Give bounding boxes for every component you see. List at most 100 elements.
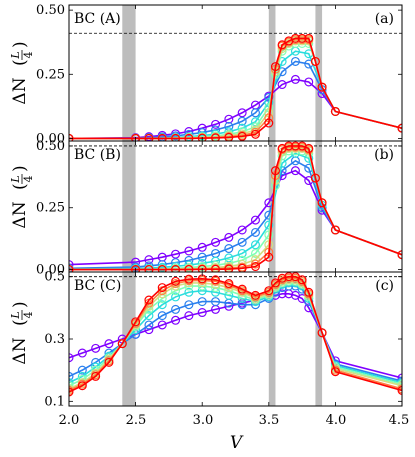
data-point: [157, 133, 167, 141]
data-point: [211, 275, 221, 285]
shaded-band: [315, 272, 323, 406]
data-point: [330, 367, 340, 377]
data-point: [237, 284, 247, 294]
series-line: [69, 275, 402, 393]
svg-text:ΔN: ΔN: [10, 201, 30, 228]
data-point: [184, 127, 194, 137]
data-point: [69, 378, 74, 388]
data-point: [250, 227, 260, 237]
data-point: [270, 166, 280, 176]
data-point: [277, 40, 287, 50]
data-point: [171, 304, 181, 314]
y-tick-label: 0.00: [36, 263, 65, 278]
svg-text:4: 4: [22, 312, 35, 319]
panel-a: 0.00 0.25 0.50 BC (A) (a): [36, 3, 403, 146]
data-point: [284, 272, 294, 282]
data-point: [197, 297, 207, 307]
data-point: [224, 264, 234, 272]
x-tick-label: 2.0: [59, 413, 80, 428]
data-point: [277, 80, 287, 90]
data-point: [330, 106, 340, 116]
panels-layer: 0.00 0.25 0.50 BC (A) (a) 0.00 0.25 0.50 BC (B) (…: [36, 3, 403, 409]
data-point: [184, 133, 194, 141]
data-point: [211, 119, 221, 129]
series-line: [69, 285, 402, 382]
data-point: [77, 365, 87, 375]
data-point: [144, 255, 154, 265]
data-point: [250, 215, 260, 225]
data-point: [211, 237, 221, 247]
data-point: [310, 173, 320, 183]
svg-text:4: 4: [22, 52, 35, 59]
data-point: [317, 82, 327, 92]
data-point: [250, 108, 260, 118]
data-point: [211, 264, 221, 272]
svg-text:(: (: [10, 183, 30, 190]
data-point: [330, 225, 340, 235]
data-point: [270, 278, 280, 288]
x-tick-labels: 2.0 2.5 3.0 3.5 4.0 4.5: [59, 413, 410, 428]
svg-text:L: L: [9, 311, 22, 319]
svg-text:L: L: [9, 51, 22, 59]
data-point: [224, 132, 234, 141]
data-point: [69, 381, 74, 391]
series-line: [69, 146, 402, 271]
data-point: [171, 249, 181, 259]
data-point: [297, 33, 307, 43]
data-point: [277, 289, 287, 299]
data-point: [237, 116, 247, 126]
svg-text:(: (: [10, 59, 30, 66]
data-point: [224, 279, 234, 289]
y-tick-label: 0.3: [44, 332, 65, 347]
data-point: [237, 300, 247, 310]
data-point: [224, 232, 234, 242]
data-point: [131, 265, 141, 272]
y-axis-title-c: ΔN ( L 4 ): [9, 301, 35, 364]
data-point: [310, 56, 320, 66]
data-point: [91, 371, 101, 381]
data-point: [131, 317, 141, 327]
svg-text:ΔN: ΔN: [10, 77, 30, 104]
data-point: [397, 381, 402, 391]
svg-text:): ): [10, 41, 30, 48]
data-point: [237, 263, 247, 272]
svg-text:): ): [10, 301, 30, 308]
data-point: [250, 240, 260, 250]
x-tick-label: 3.0: [193, 413, 214, 428]
data-point: [397, 385, 402, 395]
data-point: [104, 339, 114, 349]
data-point: [77, 348, 87, 358]
y-axis-title-b: ΔN ( L 4 ): [9, 165, 35, 228]
data-point: [184, 246, 194, 256]
data-point: [270, 62, 280, 72]
data-point: [297, 275, 307, 285]
data-point: [304, 287, 314, 297]
data-point: [157, 300, 167, 310]
series-line: [69, 60, 402, 140]
data-point: [397, 373, 402, 383]
data-point: [237, 225, 247, 235]
data-point: [157, 283, 167, 293]
x-tick-label: 4.0: [326, 413, 347, 428]
data-point: [290, 166, 300, 176]
data-point: [157, 265, 167, 272]
series-line: [69, 169, 402, 266]
data-point: [237, 131, 247, 141]
data-point: [317, 198, 327, 208]
data-point: [250, 248, 260, 258]
data-point: [171, 292, 181, 302]
panel-tag: (a): [375, 11, 394, 27]
data-point: [277, 273, 287, 283]
data-point: [290, 141, 300, 151]
series-group: [69, 272, 402, 397]
data-point: [250, 129, 260, 139]
data-point: [117, 339, 127, 349]
shaded-band: [268, 272, 276, 406]
panel-tag: (b): [374, 147, 394, 163]
data-point: [171, 133, 181, 141]
data-point: [91, 343, 101, 353]
data-point: [184, 274, 194, 284]
svg-text:L: L: [9, 175, 22, 183]
series-group: [69, 141, 402, 272]
